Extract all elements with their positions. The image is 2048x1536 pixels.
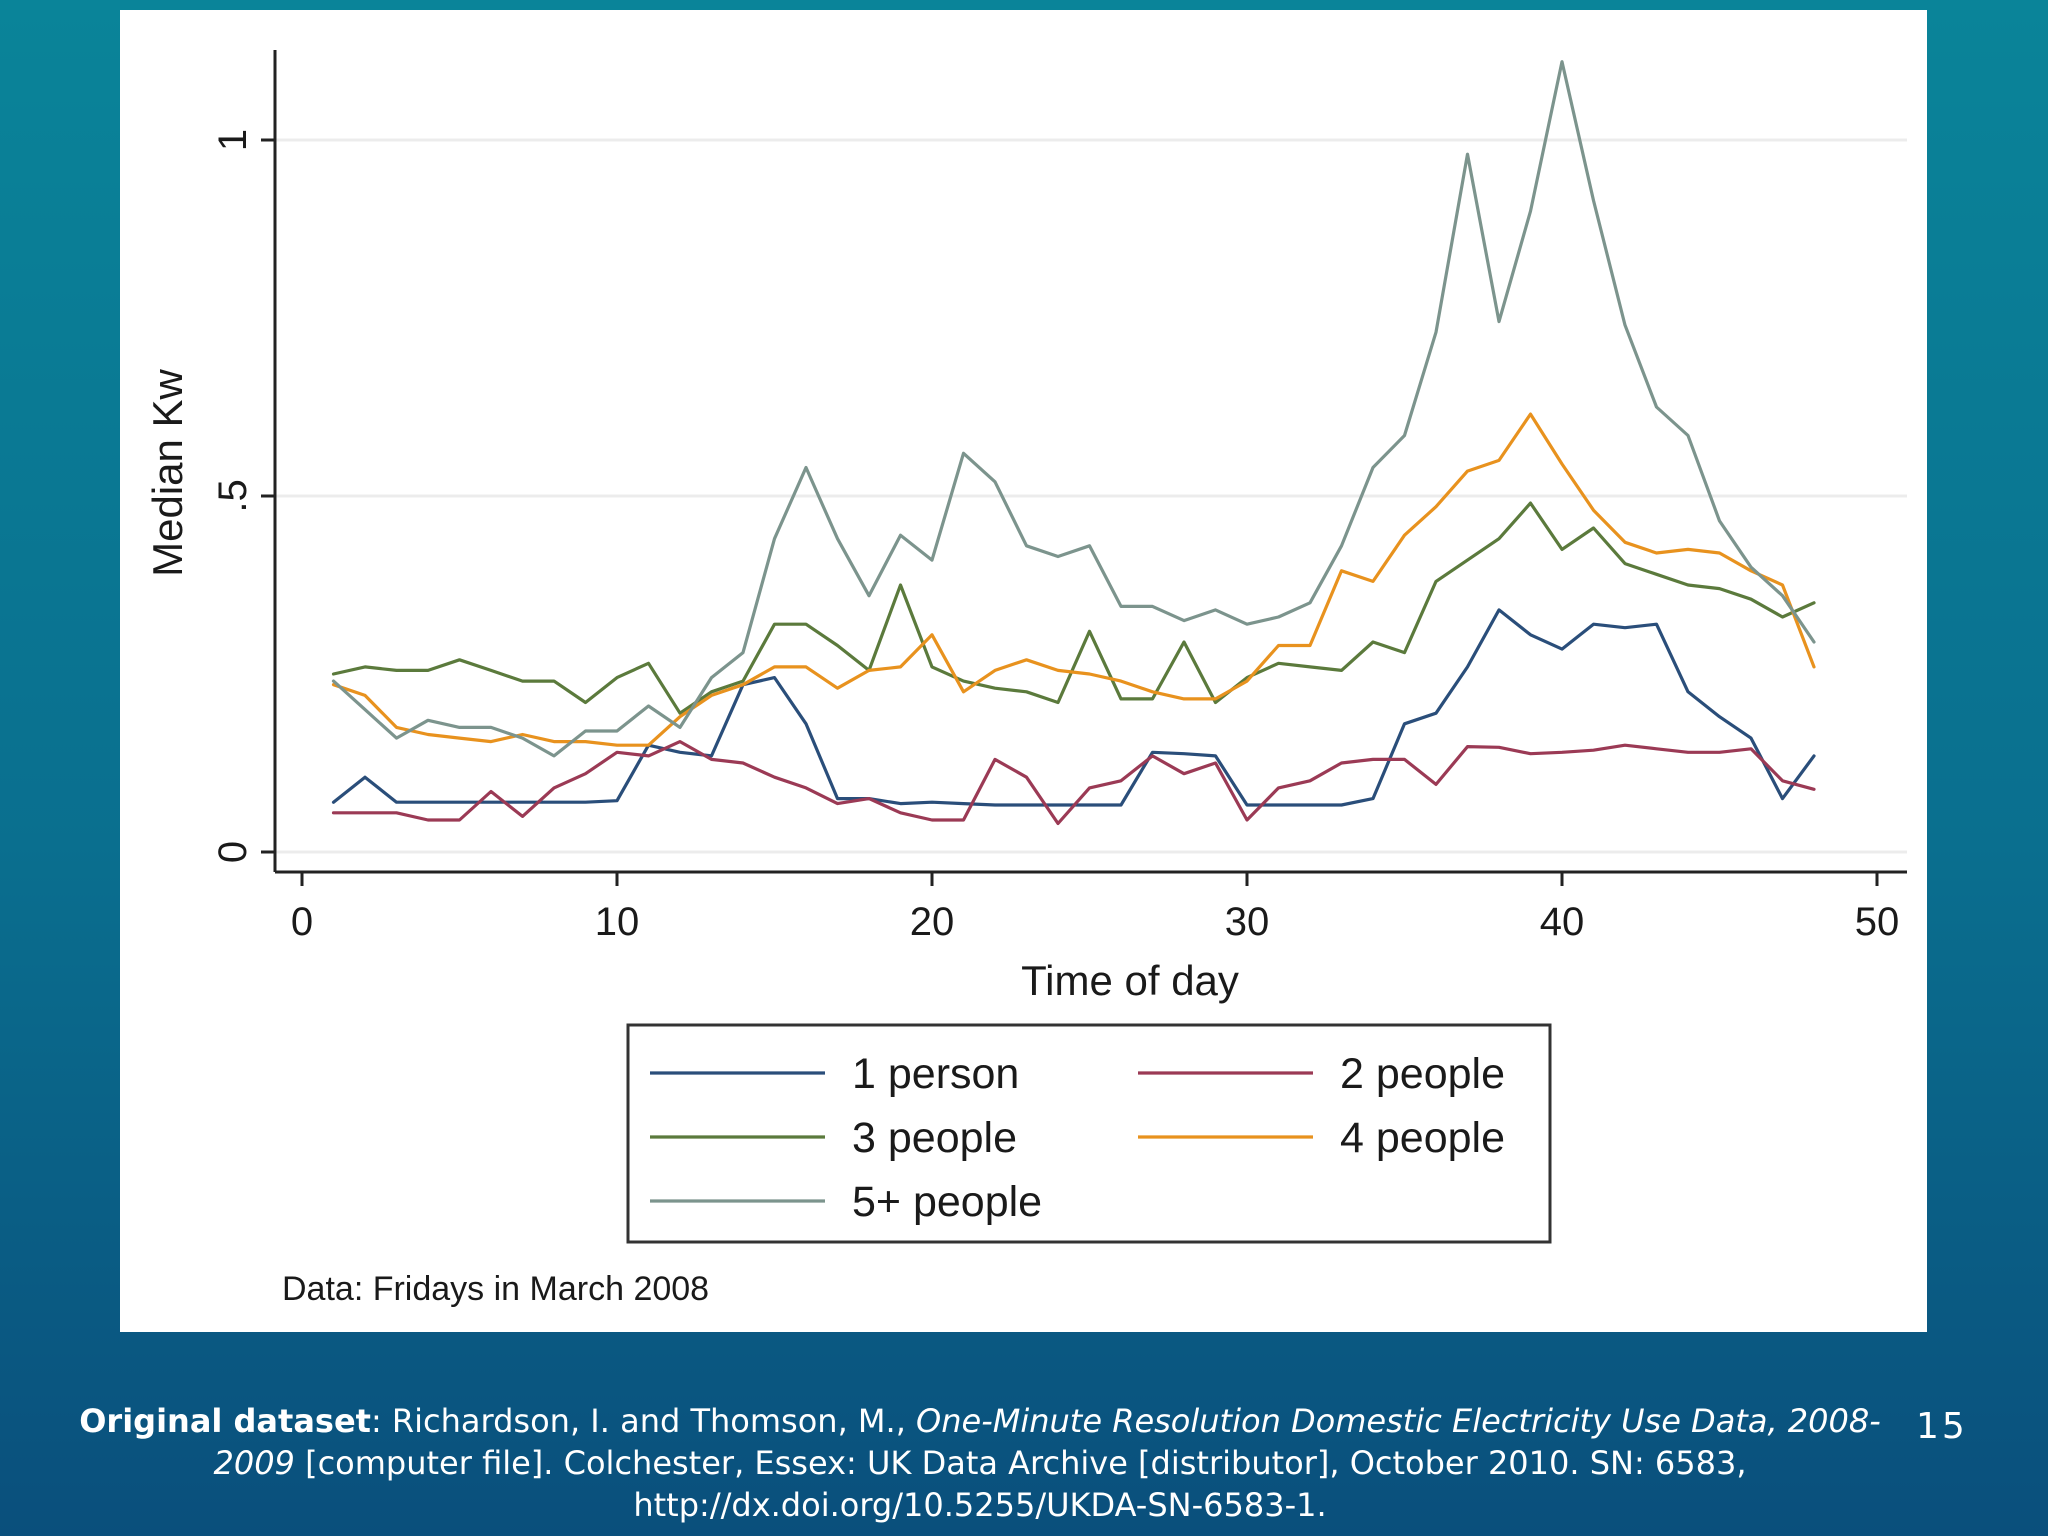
- legend-label-5plus-people: 5+ people: [852, 1178, 1042, 1226]
- y-axis-ticks: 0.51: [211, 129, 275, 863]
- gridlines: [275, 138, 1907, 854]
- axes: [273, 50, 1907, 874]
- citation-details: [computer file]. Colchester, Essex: UK D…: [294, 1444, 1747, 1524]
- line-chart: 0.51 0 10 20 30 40 50 Time of day Median Kw 1…: [144, 50, 1907, 1308]
- citation-label: Original dataset: [79, 1402, 371, 1440]
- citation-authors: : Richardson, I. and Thomson, M.,: [370, 1402, 917, 1440]
- x-tick-label: 30: [1225, 900, 1270, 944]
- x-axis-ticks: 0 10 20 30 40 50: [291, 872, 1899, 944]
- legend: 1 person 2 people 3 people 4 people 5+ peopl…: [650, 1050, 1505, 1226]
- series-line-2-people: [331, 739, 1816, 826]
- slide-number: 15: [1916, 1406, 1968, 1447]
- y-axis-title: Median Kw: [144, 368, 191, 576]
- legend-box: [626, 1023, 1552, 1244]
- x-tick-label: 20: [910, 900, 955, 944]
- plot-area: [275, 50, 1907, 880]
- x-tick-label: 50: [1855, 900, 1900, 944]
- series-line-4-people: [331, 412, 1816, 747]
- legend-label-2-people: 2 people: [1340, 1050, 1505, 1098]
- legend-label-1-person: 1 person: [852, 1050, 1019, 1098]
- citation-title: One-Minute Resolution Domestic Electrici…: [213, 1402, 1881, 1482]
- y-tick-label: 1: [211, 129, 255, 151]
- chart-panel: 0.5 1 0 10 20 30 40 50 Time of day Median Kw 1…: [120, 10, 1927, 1332]
- x-axis-title: Time of day: [1021, 957, 1239, 1004]
- y-tick-label: .5: [211, 479, 255, 512]
- series-line-5plus-people: [331, 60, 1816, 758]
- legend-label-4-people: 4 people: [1340, 1114, 1505, 1162]
- citation: Original dataset: Richardson, I. and Tho…: [60, 1400, 1900, 1526]
- x-tick-label: 0: [291, 900, 313, 944]
- x-tick-label: 40: [1540, 900, 1585, 944]
- series-line-3-people: [331, 501, 1816, 715]
- x-tick-label: 10: [595, 900, 640, 944]
- chart-note: Data: Fridays in March 2008: [282, 1270, 709, 1308]
- y-tick-label: 0: [211, 841, 255, 863]
- series-lines: [331, 60, 1816, 826]
- legend-label-3-people: 3 people: [852, 1114, 1017, 1162]
